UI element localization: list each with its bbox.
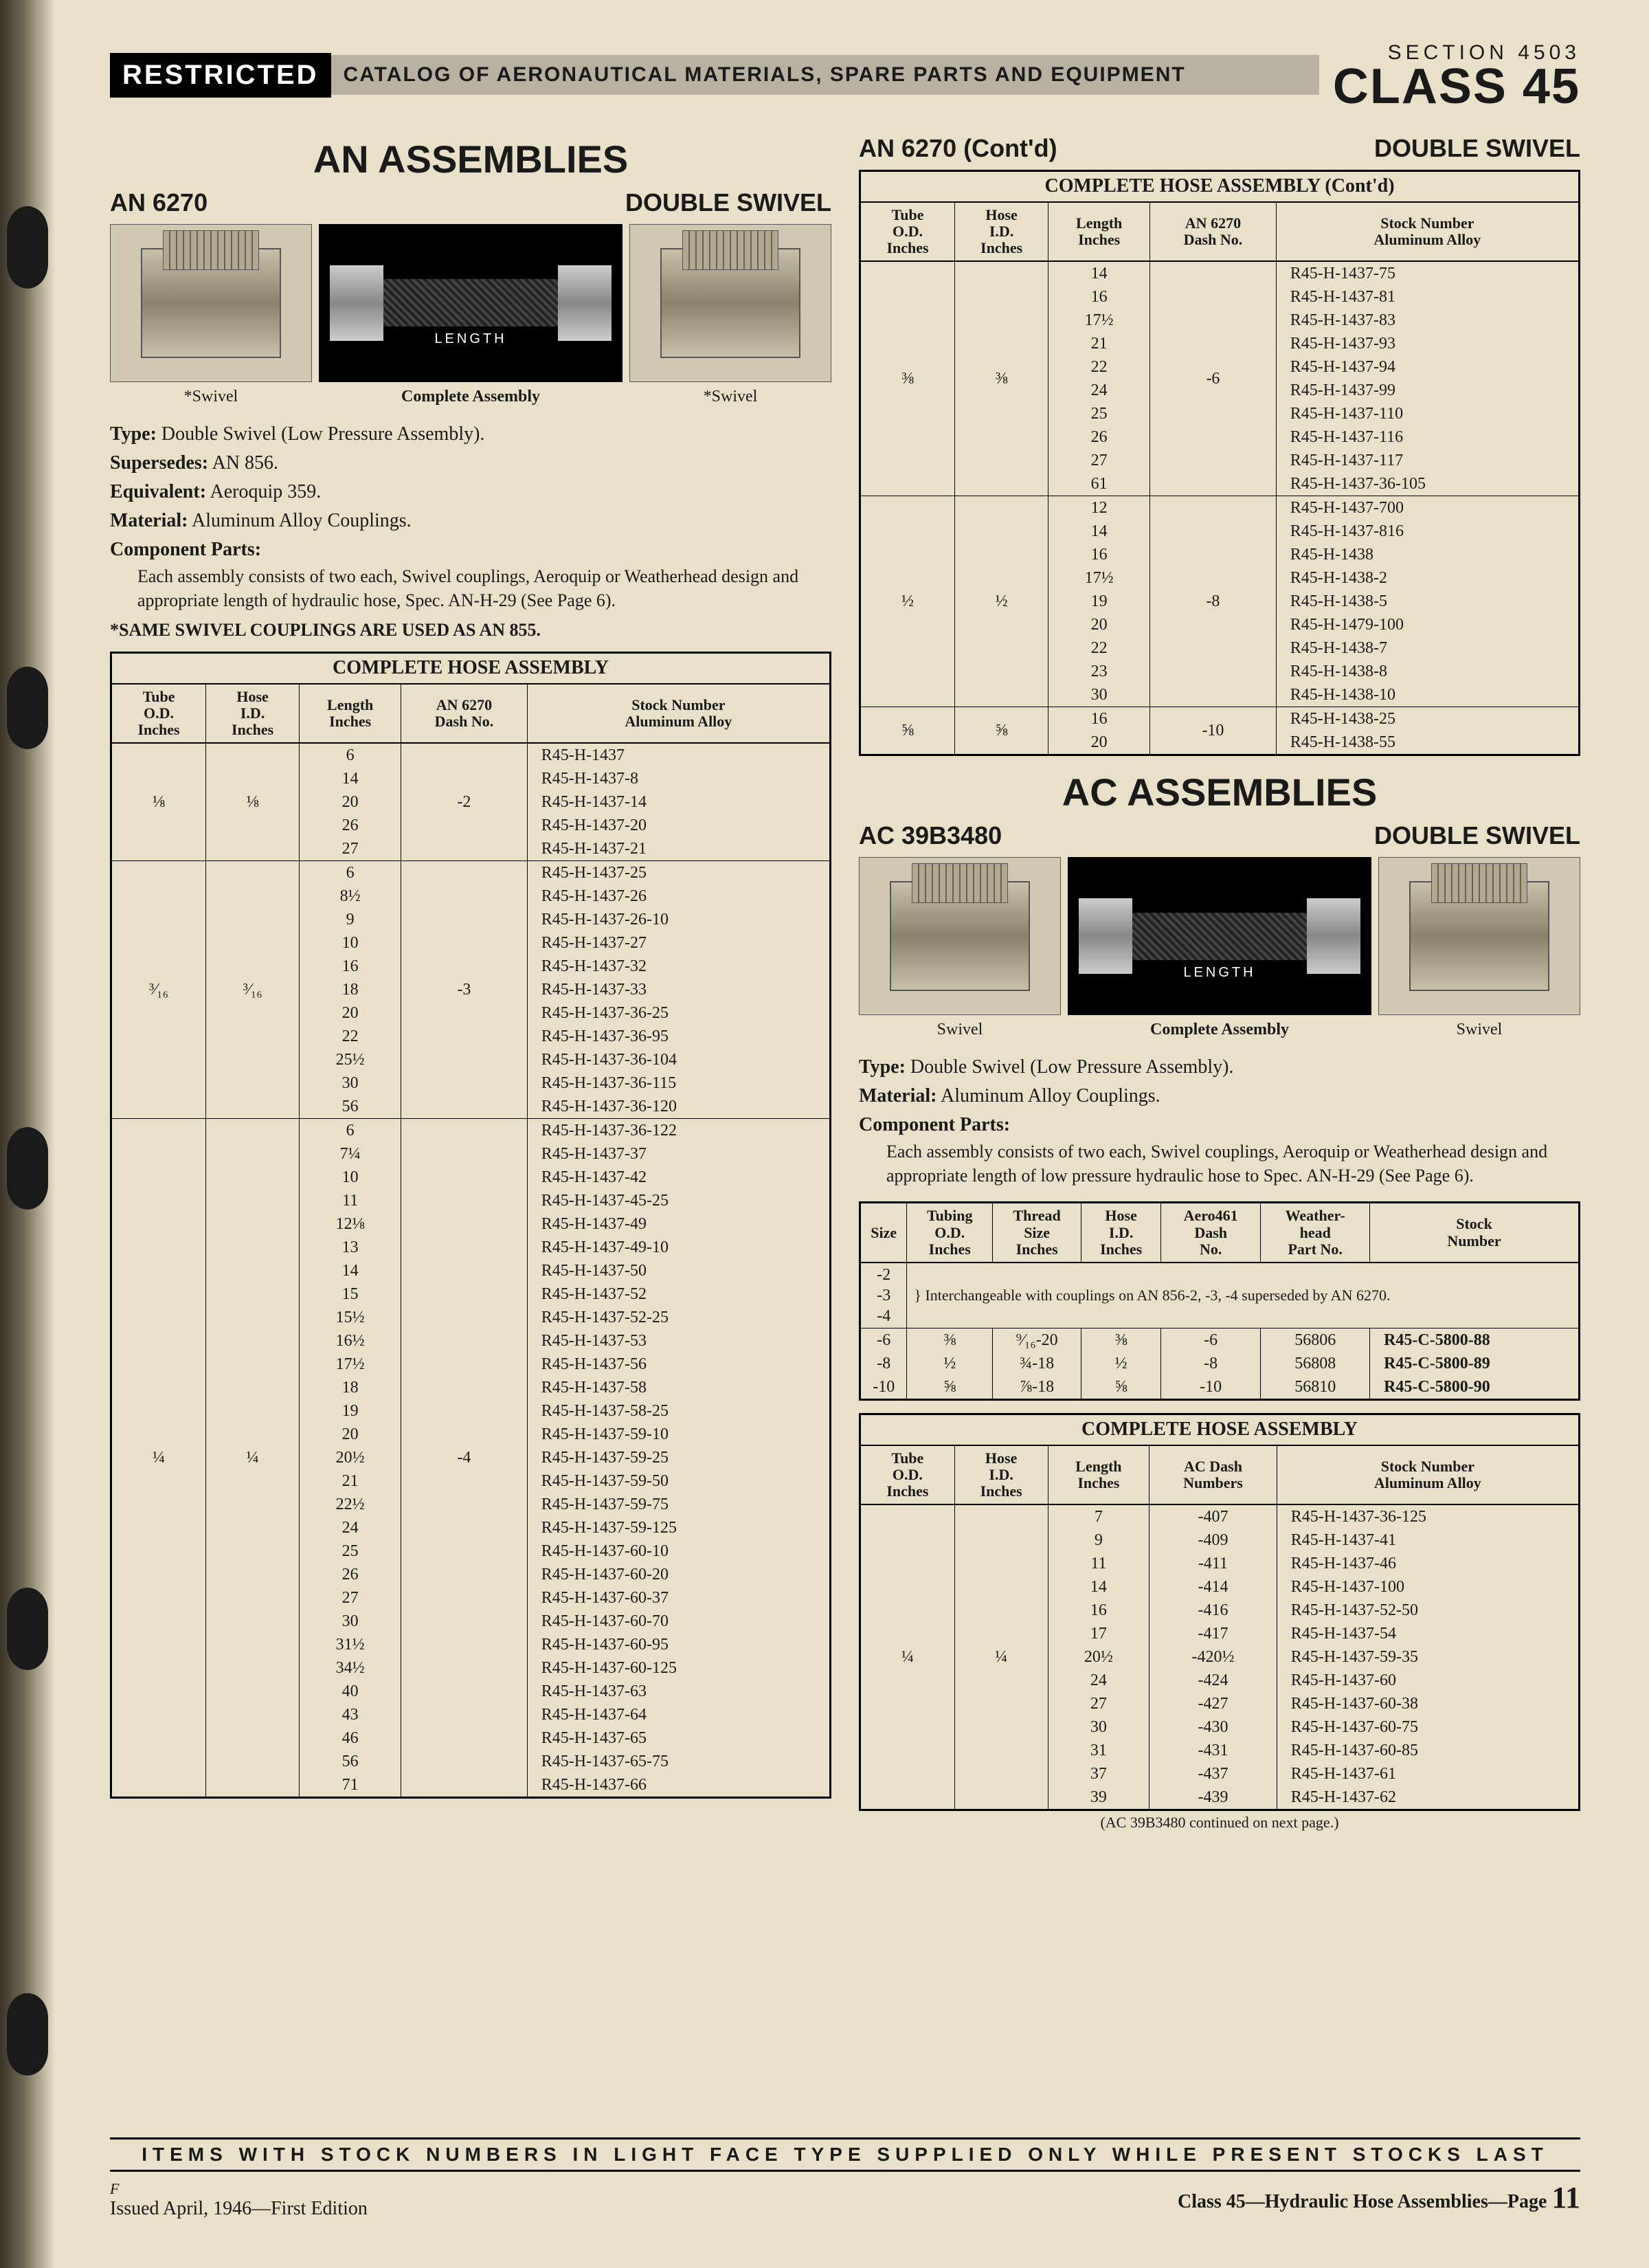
continued-note: (AC 39B3480 continued on next page.) [859, 1814, 1580, 1832]
column-header: Weather-headPart No. [1261, 1203, 1370, 1263]
header-bar: RESTRICTED CATALOG OF AERONAUTICAL MATER… [110, 41, 1580, 109]
binder-hole [7, 1588, 48, 1670]
footer-title: Class 45—Hydraulic Hose Assemblies—Page [1178, 2191, 1547, 2212]
variant-label: DOUBLE SWIVEL [625, 188, 831, 217]
variant-label: DOUBLE SWIVEL [1374, 134, 1580, 163]
complete-hose-assembly-table-right: COMPLETE HOSE ASSEMBLY (Cont'd) TubeO.D.… [859, 170, 1580, 756]
catalog-title: CATALOG OF AERONAUTICAL MATERIALS, SPARE… [331, 55, 1319, 95]
table-row: -6⅜⁹⁄₁₆-20⅜-656806R45-C-5800-88 [860, 1328, 1580, 1352]
column-header: HoseI.D.Inches [1081, 1203, 1161, 1263]
column-header: StockNumber [1370, 1203, 1580, 1263]
column-header: LengthInches [1048, 1445, 1149, 1505]
ac-assemblies-title: AC ASSEMBLIES [859, 770, 1580, 814]
ac-hose-assembly-table: COMPLETE HOSE ASSEMBLY TubeO.D.InchesHos… [859, 1413, 1580, 1811]
caption-swivel: *Swivel [629, 388, 831, 406]
column-header: Stock NumberAluminum Alloy [1277, 1445, 1579, 1505]
binder-hole [7, 206, 48, 289]
column-header: LengthInches [300, 684, 401, 744]
ac-illustration-row: LENGTH [859, 857, 1580, 1015]
table-row: ¼¼6-4R45-H-1437-36-122 [111, 1119, 831, 1143]
column-header: TubeO.D.Inches [111, 684, 206, 744]
caption-assembly: Complete Assembly [312, 388, 629, 406]
column-header: HoseI.D.Inches [206, 684, 300, 744]
caption-assembly: Complete Assembly [1061, 1021, 1378, 1039]
section-class: SECTION 4503 CLASS 45 [1333, 41, 1580, 109]
column-header: TubingO.D.Inches [907, 1203, 993, 1263]
ac-part-number: AC 39B3480 [859, 821, 1002, 850]
left-column: AN ASSEMBLIES AN 6270 DOUBLE SWIVEL LENG… [110, 130, 831, 1832]
column-header: TubeO.D.Inches [860, 1445, 955, 1505]
page-number: 11 [1551, 2181, 1580, 2214]
swivel-illustration [1378, 857, 1580, 1015]
table-row: -10⅝⅞-18⅝-1056810R45-C-5800-90 [860, 1375, 1580, 1400]
column-header: HoseI.D.Inches [955, 202, 1048, 262]
column-header: Size [860, 1203, 907, 1263]
column-header: HoseI.D.Inches [954, 1445, 1048, 1505]
caption-swivel: *Swivel [110, 388, 312, 406]
part-number: AN 6270 [110, 188, 207, 217]
footer-bar: ITEMS WITH STOCK NUMBERS IN LIGHT FACE T… [110, 2137, 1580, 2172]
binder-hole [7, 1127, 48, 1210]
table-row: ⅝⅝16-10R45-H-1438-25 [860, 707, 1580, 731]
column-header: ThreadSizeInches [993, 1203, 1081, 1263]
column-header: AN 6270Dash No. [401, 684, 528, 744]
column-header: Stock NumberAluminum Alloy [1276, 202, 1579, 262]
table-row: ³⁄₁₆³⁄₁₆6-3R45-H-1437-25 [111, 861, 831, 885]
table-row: ¼¼7-407R45-H-1437-36-125 [860, 1504, 1580, 1528]
variant-label: DOUBLE SWIVEL [1374, 821, 1580, 850]
illustration-row: LENGTH [110, 224, 831, 382]
restricted-badge: RESTRICTED [110, 53, 331, 98]
ac-spec-list: Type: Double Swivel (Low Pressure Assemb… [859, 1053, 1580, 1188]
spec-list: Type: Double Swivel (Low Pressure Assemb… [110, 420, 831, 643]
length-label: LENGTH [1183, 965, 1255, 981]
swivel-illustration [110, 224, 312, 382]
column-header: TubeO.D.Inches [860, 202, 955, 262]
column-header: AC DashNumbers [1149, 1445, 1277, 1505]
table-row: -2 -3 -4} Interchangeable with couplings… [860, 1263, 1580, 1328]
table-row: ½½12-8R45-H-1437-700 [860, 496, 1580, 520]
table-row: ⅛⅛6-2R45-H-1437 [111, 743, 831, 767]
caption-swivel: Swivel [859, 1021, 1061, 1039]
page-footer: F Issued April, 1946—First Edition Class… [110, 2180, 1580, 2220]
table-row: -8½¾-18½-856808R45-C-5800-89 [860, 1352, 1580, 1375]
swivel-illustration [859, 857, 1061, 1015]
assembly-illustration: LENGTH [319, 224, 622, 382]
binder-hole [7, 1993, 48, 2076]
part-number-contd: AN 6270 (Cont'd) [859, 134, 1057, 163]
caption-swivel: Swivel [1378, 1021, 1580, 1039]
table-row: ⅜⅜14-6R45-H-1437-75 [860, 261, 1580, 285]
column-header: Aero461DashNo. [1161, 1203, 1261, 1263]
table-title: COMPLETE HOSE ASSEMBLY [860, 1414, 1580, 1445]
footer-f: F [110, 2180, 368, 2198]
column-header: AN 6270Dash No. [1150, 202, 1277, 262]
column-header: Stock NumberAluminum Alloy [527, 684, 830, 744]
right-column: AN 6270 (Cont'd) DOUBLE SWIVEL COMPLETE … [859, 130, 1580, 1832]
assembly-illustration: LENGTH [1068, 857, 1371, 1015]
table-title: COMPLETE HOSE ASSEMBLY (Cont'd) [860, 170, 1580, 201]
swivel-illustration [629, 224, 831, 382]
class-number: CLASS 45 [1333, 65, 1580, 109]
issue-date: Issued April, 1946—First Edition [110, 2198, 368, 2220]
column-header: LengthInches [1048, 202, 1150, 262]
an-assemblies-title: AN ASSEMBLIES [110, 137, 831, 181]
complete-hose-assembly-table-left: COMPLETE HOSE ASSEMBLY TubeO.D.InchesHos… [110, 652, 831, 1799]
ac-size-table: SizeTubingO.D.InchesThreadSizeInchesHose… [859, 1201, 1580, 1401]
table-title: COMPLETE HOSE ASSEMBLY [111, 652, 831, 683]
length-label: LENGTH [434, 331, 506, 347]
binder-hole [7, 667, 48, 749]
